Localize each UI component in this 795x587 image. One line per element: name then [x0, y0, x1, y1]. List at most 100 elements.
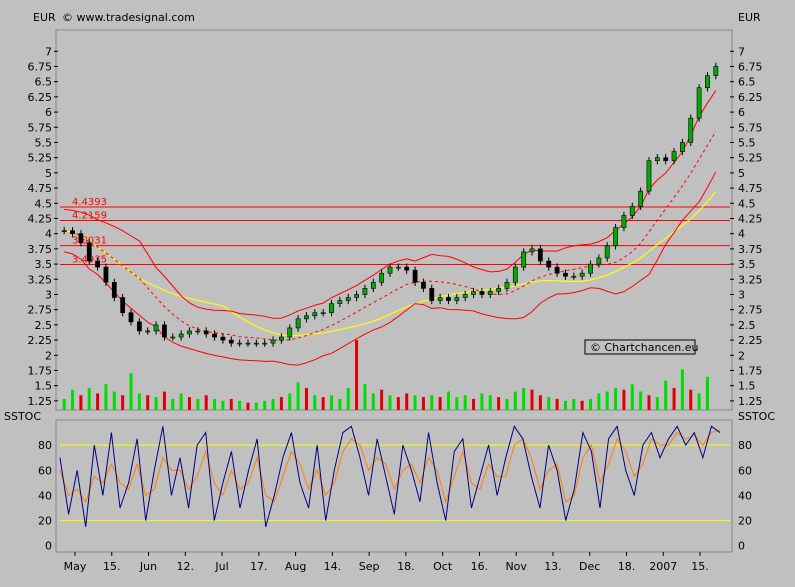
price-tick-label-right: 6.25 — [738, 91, 763, 104]
price-tick-label-right: 1.25 — [738, 395, 763, 408]
candle-body — [437, 297, 443, 301]
volume-bar — [689, 389, 693, 410]
x-tick-label: 18. — [618, 560, 636, 573]
candle-body — [454, 297, 460, 301]
candle-body — [537, 248, 543, 262]
candle-body — [345, 297, 351, 301]
candle-body — [671, 151, 677, 162]
volume-bar — [187, 397, 191, 410]
volume-bar — [162, 391, 166, 410]
volume-bar — [430, 395, 434, 410]
price-tick-label-right: 1.75 — [738, 364, 763, 377]
candle-body — [713, 66, 719, 76]
candle-body — [688, 117, 694, 143]
candle-body — [228, 339, 234, 344]
candle-body — [654, 157, 660, 162]
volume-bar — [672, 387, 676, 410]
candle-body — [588, 263, 593, 274]
candle-body — [279, 336, 284, 341]
candle-body — [446, 297, 451, 301]
price-tick-label-left: 1.75 — [28, 364, 53, 377]
candle-body — [429, 288, 435, 301]
candle-body — [604, 245, 610, 259]
candle-body — [387, 266, 393, 274]
volume-bar — [497, 397, 501, 410]
stoch-tick-label-right: 80 — [738, 439, 752, 452]
volume-bar — [346, 387, 350, 410]
volume-bar — [179, 393, 183, 410]
price-tick-label-left: 6.75 — [28, 60, 53, 73]
stoch-tick-label-left: 80 — [38, 439, 52, 452]
volume-bar — [421, 397, 425, 410]
volume-bar — [630, 384, 634, 410]
volume-bar — [555, 398, 559, 410]
volume-bar — [664, 380, 668, 410]
volume-bar — [96, 393, 100, 410]
volume-bar — [538, 395, 542, 410]
candle-body — [663, 157, 669, 162]
candle-body — [178, 333, 184, 338]
price-tick-label-right: 5.75 — [738, 121, 763, 134]
volume-bar — [355, 340, 359, 410]
volume-bar — [622, 389, 626, 410]
price-tick-label-right: 3.25 — [738, 273, 763, 286]
candle-body — [128, 312, 134, 323]
volume-bar — [605, 391, 609, 410]
volume-bar — [647, 395, 651, 410]
volume-bar — [229, 398, 233, 410]
price-tick-label-left: 5 — [45, 167, 52, 180]
x-tick-label: 14. — [324, 560, 342, 573]
candle-body — [404, 266, 410, 271]
volume-bar — [513, 391, 517, 410]
x-tick-label: 16. — [471, 560, 489, 573]
volume-bar — [639, 391, 643, 410]
candle-body — [203, 330, 209, 335]
x-tick-label: 12. — [177, 560, 195, 573]
price-tick-label-left: 5.75 — [28, 121, 53, 134]
candle-body — [395, 266, 401, 269]
candle-body — [162, 324, 167, 338]
stoch-title-right: SSTOC — [738, 410, 775, 423]
stoch-panel-frame — [55, 419, 733, 553]
bollinger-mid — [64, 130, 717, 341]
price-tick-label-left: 3.25 — [28, 273, 53, 286]
candle-body — [245, 342, 251, 345]
volume-bar — [129, 373, 133, 410]
price-tick-label-right: 1.5 — [738, 380, 756, 393]
candle-body — [337, 300, 343, 304]
volume-bar — [405, 393, 409, 410]
price-tick-label-right: 3.5 — [738, 258, 756, 271]
x-tick-label: Jun — [139, 560, 157, 573]
price-tick-label-left: 2 — [45, 349, 52, 362]
stoch-title-left: SSTOC — [4, 410, 41, 423]
price-tick-label-left: 3.75 — [28, 243, 53, 256]
candle-body — [496, 288, 501, 292]
price-tick-label-left: 4.75 — [28, 182, 53, 195]
candle-body — [362, 288, 368, 295]
volume-bar — [204, 395, 208, 410]
volume-bar — [313, 395, 317, 410]
candle-body — [579, 272, 585, 277]
volume-bar — [246, 402, 250, 410]
price-tick-label-right: 4.25 — [738, 212, 763, 225]
candle-body — [253, 342, 259, 345]
volume-bar — [446, 391, 450, 410]
volume-bar — [655, 397, 659, 410]
price-tick-label-right: 3.75 — [738, 243, 763, 256]
price-tick-label-left: 1.5 — [35, 380, 53, 393]
candle-body — [170, 336, 176, 339]
volume-bar — [196, 398, 200, 410]
x-tick-label: Aug — [285, 560, 306, 573]
candle-body — [304, 315, 309, 320]
price-tick-label-left: 5.5 — [35, 136, 53, 149]
price-tick-label-right: 6 — [738, 106, 745, 119]
price-panel-frame — [55, 29, 733, 411]
price-tick-label-right: 6.5 — [738, 76, 756, 89]
volume-bar — [371, 393, 375, 410]
moving-average-line — [64, 191, 717, 337]
candle-body — [487, 291, 493, 295]
x-tick-label: 15. — [103, 560, 121, 573]
price-tick-label-left: 2.5 — [35, 319, 53, 332]
